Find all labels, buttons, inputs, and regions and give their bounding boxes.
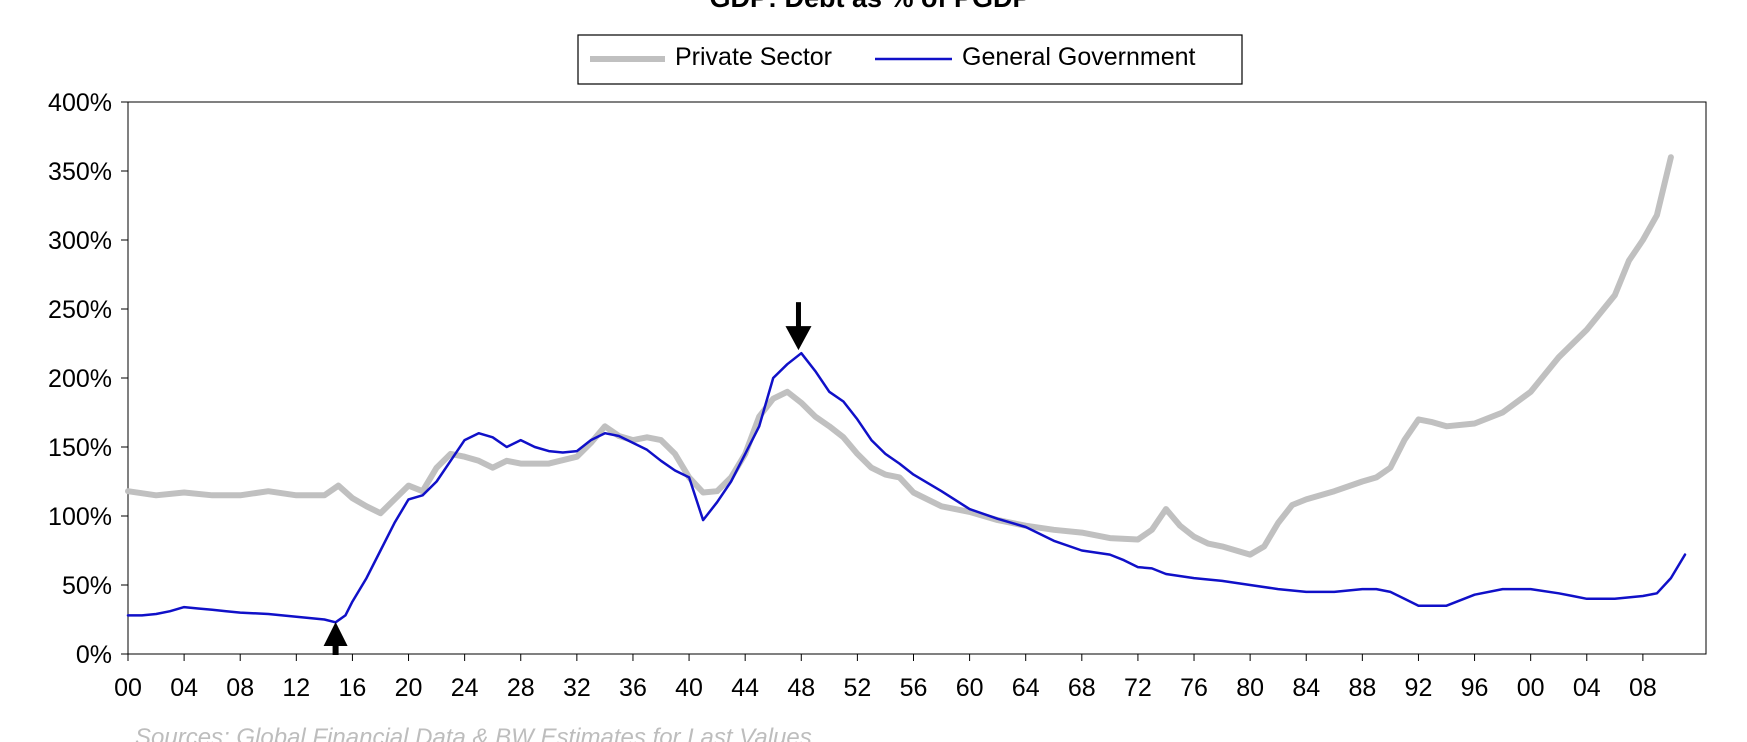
y-tick-label: 300% [48,227,112,255]
legend: Private Sector General Government [577,34,1243,85]
y-tick-label: 50% [62,572,112,600]
x-tick-label: 64 [1012,674,1040,702]
arrow-down-shaft [795,302,801,331]
x-tick-label: 52 [843,674,871,702]
y-tick-label: 100% [48,503,112,531]
arrow-up-shaft [332,645,339,655]
chart-title: GDP: Debt as % of PGDP [709,0,1030,13]
x-tick-label: 12 [282,674,310,702]
x-tick-label: 08 [226,674,254,702]
y-tick-label: 400% [48,89,112,117]
x-tick-label: 20 [395,674,423,702]
x-tick-label: 16 [339,674,367,702]
x-tick-label: 36 [619,674,647,702]
x-tick-label: 32 [563,674,591,702]
x-tick-label: 08 [1629,674,1657,702]
arrow-up-icon [323,622,348,646]
source-note: Sources: Global Financial Data & BW Esti… [135,724,812,742]
x-tick-label: 84 [1292,674,1320,702]
x-tick-label: 76 [1180,674,1208,702]
y-tick-label: 150% [48,434,112,462]
y-tick-label: 0% [76,641,112,669]
x-tick-label: 44 [731,674,759,702]
series-line-private-sector [125,154,1674,558]
x-tick-label: 56 [900,674,928,702]
series-line-general-government [126,351,1687,624]
y-tick-label: 250% [48,296,112,324]
y-axis: 0% 50% 100% 150% 200% 250% 300% 350% 400% [48,89,128,669]
x-tick-label: 48 [787,674,815,702]
x-tick-label: 00 [114,674,142,702]
x-axis: 00 04 08 12 16 20 24 28 32 36 40 44 48 52 56 60 64 68 72 76… [114,654,1657,702]
x-tick-label: 80 [1236,674,1264,702]
x-tick-label: 04 [1573,674,1601,702]
x-tick-label: 96 [1461,674,1489,702]
legend-label-general-government: General Government [962,43,1196,71]
arrow-down-icon [785,326,812,351]
plot-area [127,101,1707,655]
y-tick-label: 350% [48,158,112,186]
x-tick-label: 60 [956,674,984,702]
series-layer [125,154,1687,624]
x-tick-label: 28 [507,674,535,702]
x-tick-label: 88 [1348,674,1376,702]
legend-label-private-sector: Private Sector [675,43,832,71]
x-tick-label: 04 [170,674,198,702]
annotations [323,302,812,655]
x-tick-label: 72 [1124,674,1152,702]
x-tick-label: 24 [451,674,479,702]
x-tick-label: 00 [1517,674,1545,702]
x-tick-label: 68 [1068,674,1096,702]
y-tick-label: 200% [48,365,112,393]
x-tick-label: 40 [675,674,703,702]
x-tick-label: 92 [1405,674,1433,702]
